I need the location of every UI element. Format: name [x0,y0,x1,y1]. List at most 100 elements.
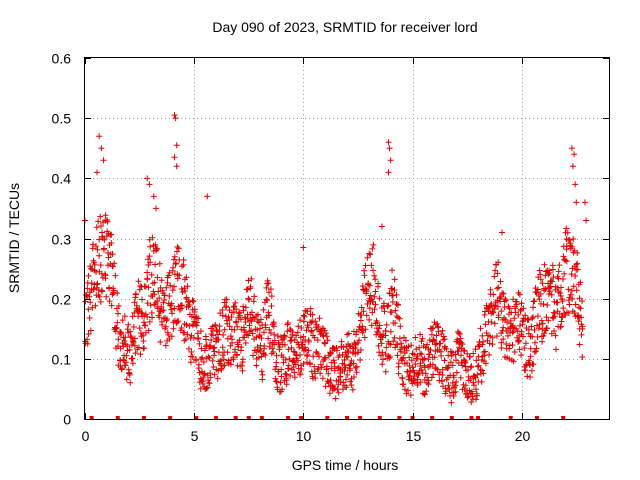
data-point [407,368,414,375]
data-point [568,145,575,152]
x-axis-label: GPS time / hours [292,457,399,473]
data-point [318,364,325,371]
data-point [118,365,125,372]
data-point [559,298,566,305]
data-point [437,348,444,355]
data-point [579,354,586,361]
data-point [576,295,583,302]
data-point [144,275,151,282]
data-point [327,377,334,384]
data-point [555,268,562,275]
data-point [205,353,212,360]
data-point [130,324,137,331]
data-point [97,298,104,305]
data-point [173,142,180,149]
data-point [495,284,502,291]
data-point [95,218,102,225]
data-point [332,395,339,402]
data-point [195,315,202,322]
data-point [258,335,265,342]
data-point [515,311,522,318]
data-point [480,338,487,345]
data-point [473,357,480,364]
data-point [119,317,126,324]
data-point [100,246,107,253]
data-point [526,362,533,369]
data-point [571,151,578,158]
data-point [223,296,230,303]
data-point [127,379,134,386]
data-point [260,306,267,313]
data-point [398,340,405,347]
data-point [353,369,360,376]
data-point [466,387,473,394]
data-point [563,225,570,232]
data-point [87,299,94,306]
data-point [178,325,185,332]
data-point [500,324,507,331]
data-point [285,346,292,353]
data-point [338,338,345,345]
data-point [579,298,586,305]
data-point [364,254,371,261]
data-point [165,272,172,279]
data-point [457,374,464,381]
data-point [409,350,416,357]
data-point [421,391,428,398]
data-point [264,277,271,284]
data-point [430,371,437,378]
data-point [474,371,481,378]
data-point [397,323,404,330]
data-point [214,375,221,382]
data-point [430,324,437,331]
data-point [536,296,543,303]
data-point [178,286,185,293]
data-point [282,370,289,377]
data-point [368,262,375,269]
data-point [468,363,475,370]
data-point [142,311,149,318]
baseline-marker [299,416,304,420]
data-point [273,378,280,385]
data-point [181,329,188,336]
data-point [284,321,291,328]
data-point [354,339,361,346]
data-point [529,315,536,322]
data-point [282,356,289,363]
data-point [301,313,308,320]
data-point [203,336,210,343]
data-point [201,347,208,354]
data-point [535,325,542,332]
data-point [298,365,305,372]
data-point [115,303,122,310]
data-point [265,289,272,296]
data-point [291,349,298,356]
data-point [466,353,473,360]
data-point [240,303,247,310]
data-point [163,284,170,291]
data-point [85,306,92,313]
data-point [181,285,188,292]
data-point [404,359,411,366]
data-point [452,357,459,364]
data-point [146,181,153,188]
data-point [537,271,544,278]
data-point [464,394,471,401]
data-point [300,333,307,340]
data-point [531,297,538,304]
data-point [192,357,199,364]
data-point [319,375,326,382]
data-point [147,259,154,266]
y-tick-label: 0.1 [52,352,72,368]
data-point [175,318,182,325]
data-point [506,342,513,349]
data-point [91,261,98,268]
data-point [129,360,136,367]
data-point [528,367,535,374]
data-point [254,318,261,325]
data-point [347,378,354,385]
data-point [531,326,538,333]
data-point [513,298,520,305]
data-point [248,275,255,282]
data-point [482,321,489,328]
